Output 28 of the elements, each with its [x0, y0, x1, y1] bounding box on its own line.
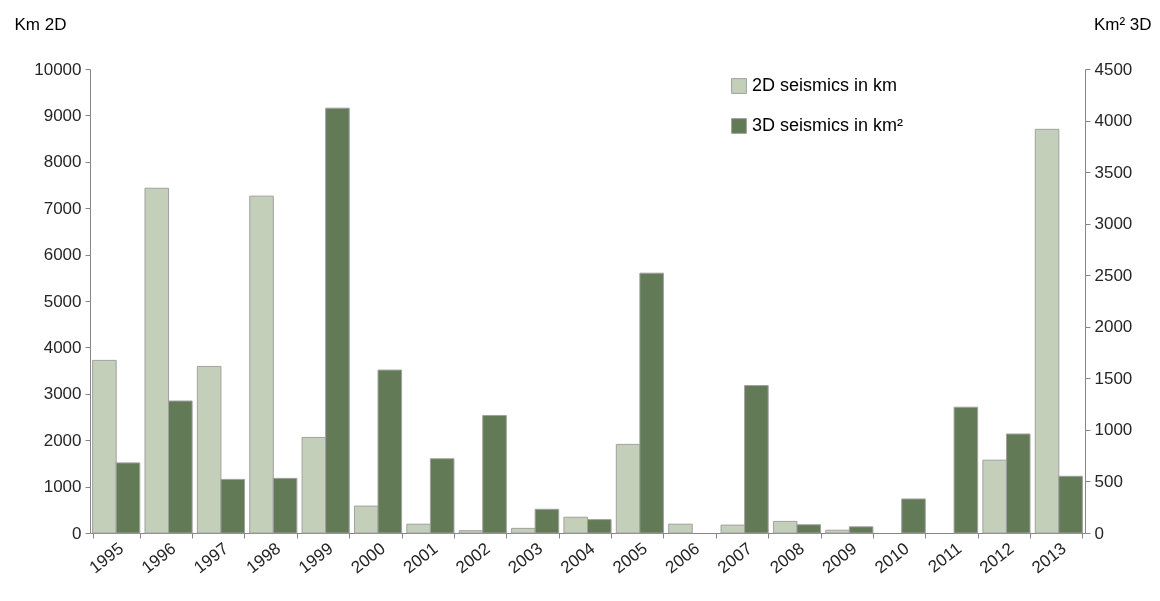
y2-tick-label: 4000 — [1094, 111, 1133, 131]
legend-label: 3D seismics in km² — [752, 115, 904, 135]
y2-tick-label: 3500 — [1094, 162, 1133, 182]
y2-tick-label: 1500 — [1094, 368, 1133, 388]
y2-tick-label: 3000 — [1094, 214, 1133, 234]
legend-label: 2D seismics in km — [752, 75, 898, 95]
y-tick-label: 2000 — [43, 430, 82, 450]
bar — [953, 406, 979, 534]
y-tick-label: 10000 — [34, 59, 82, 79]
y2-axis-title: Km² 3D — [1093, 14, 1152, 34]
y-tick-label: 6000 — [43, 245, 82, 265]
y2-tick-label: 2000 — [1094, 317, 1133, 337]
y-tick-label: 1000 — [43, 477, 82, 497]
bar — [901, 498, 926, 534]
y2-tick-label: 1000 — [1094, 420, 1133, 440]
y2-tick-label: 0 — [1094, 523, 1104, 543]
y-axis-title: Km 2D — [14, 14, 67, 34]
y-tick-label: 7000 — [43, 198, 82, 218]
y-tick-label: 3000 — [43, 384, 82, 404]
y2-tick-label: 4500 — [1094, 59, 1133, 79]
y-tick-label: 4000 — [43, 337, 82, 357]
y-tick-label: 9000 — [43, 105, 82, 125]
y2-tick-label: 500 — [1094, 471, 1123, 491]
y2-tick-label: 2500 — [1094, 265, 1133, 285]
y-tick-label: 0 — [72, 523, 82, 543]
y-tick-label: 8000 — [43, 152, 82, 172]
bar — [668, 523, 693, 534]
y-tick-label: 5000 — [43, 291, 82, 311]
